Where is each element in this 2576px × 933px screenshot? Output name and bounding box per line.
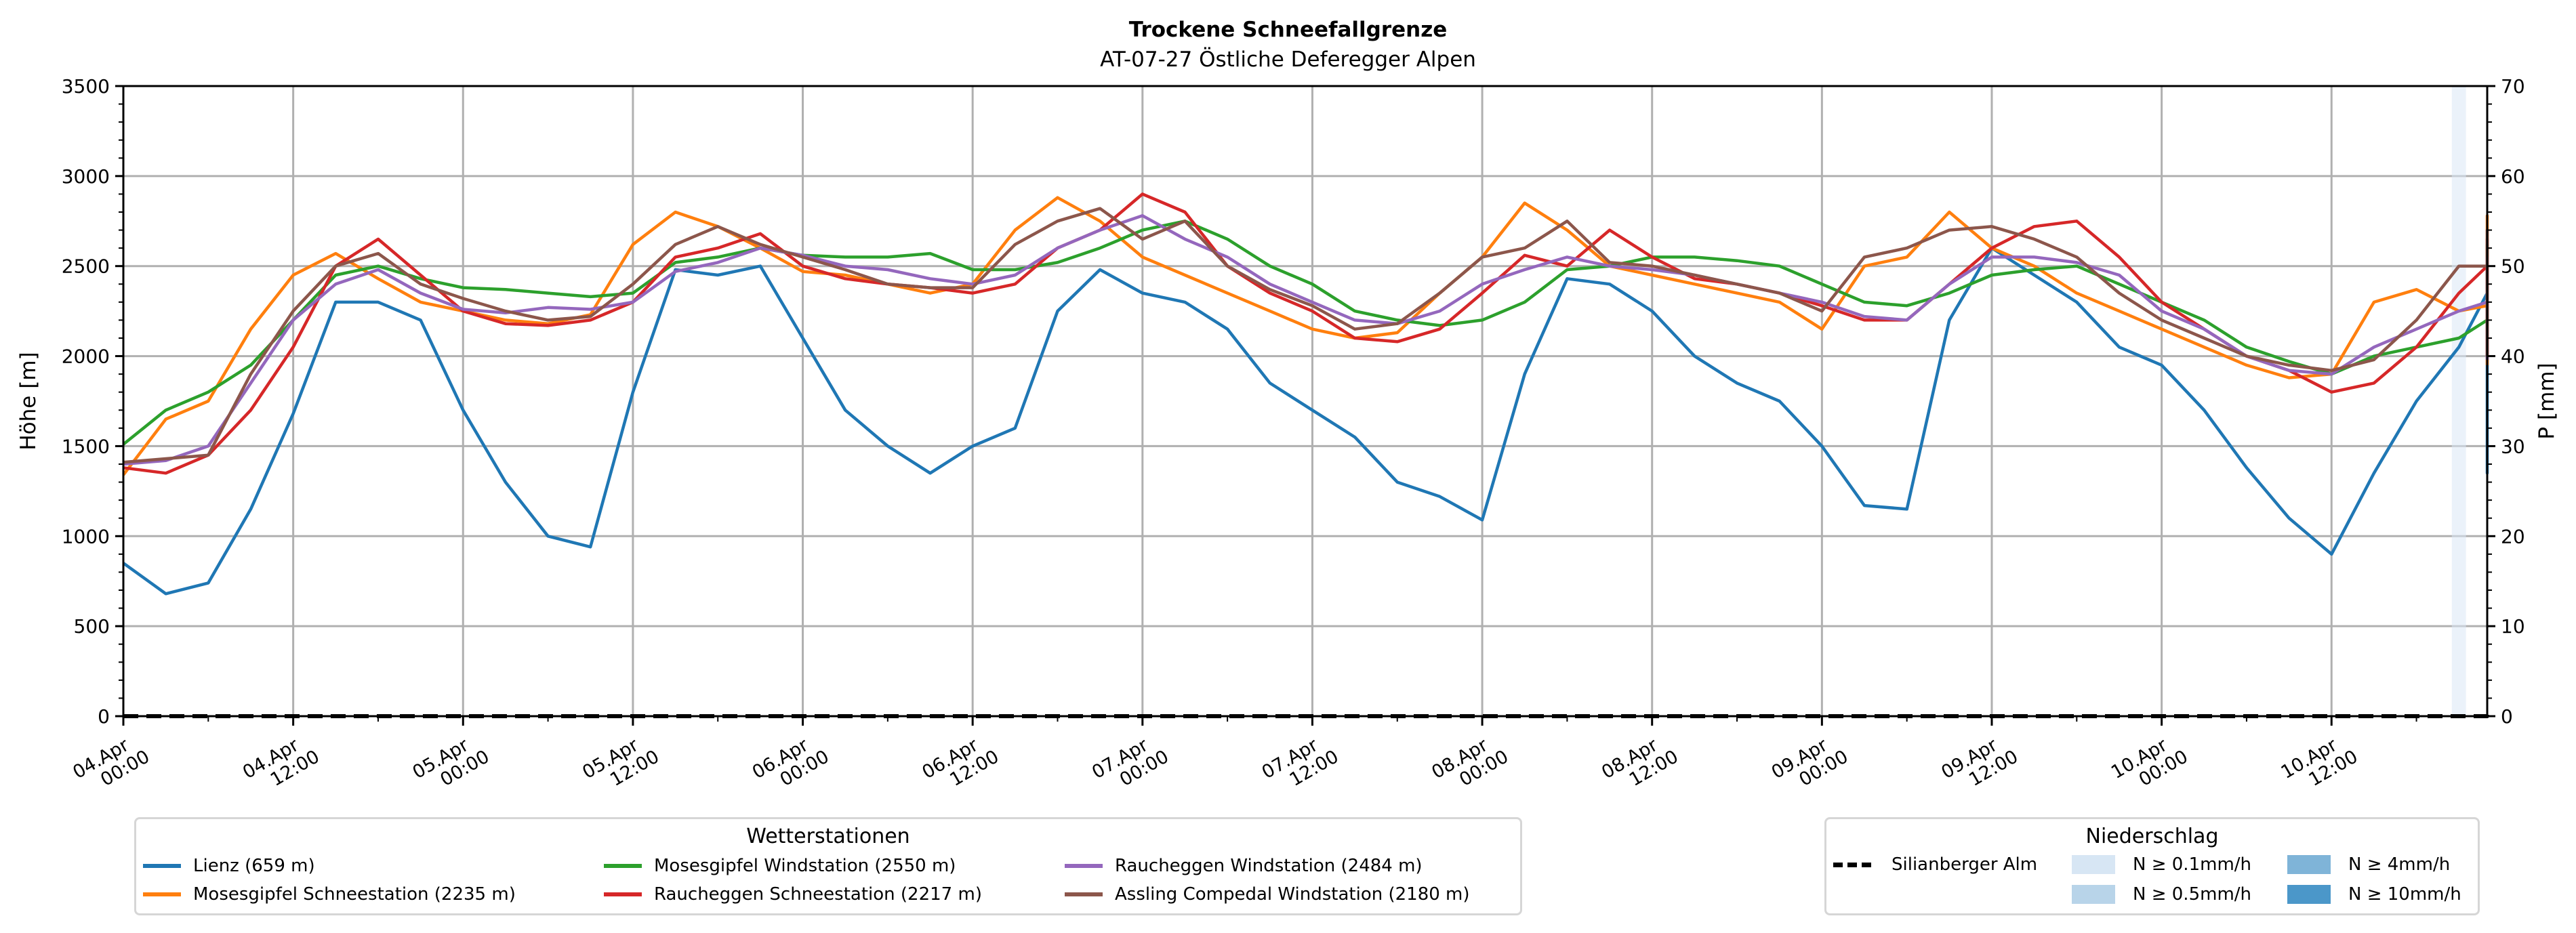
legend-swatch xyxy=(604,892,642,896)
legend-label: N ≥ 10mm/h xyxy=(2348,884,2461,905)
legend-label: Mosesgipfel Schneestation (2235 m) xyxy=(193,884,516,905)
y-tick-label: 3500 xyxy=(62,75,110,98)
y-tick-label: 2500 xyxy=(62,255,110,278)
series-line-raucheggen-schneestation-2217-m xyxy=(123,192,2489,475)
x-tick-label: 07.Apr12:00 xyxy=(1259,728,1343,801)
x-tick-label: 05.Apr00:00 xyxy=(409,728,493,801)
series-line-raucheggen-windstation-2484-m xyxy=(123,214,2489,466)
legend-item-precip-05[interactable]: N ≥ 0.5mm/h xyxy=(2072,884,2251,905)
legend-item-precip-4[interactable]: N ≥ 4mm/h xyxy=(2287,854,2450,875)
x-tick-label: 04.Apr00:00 xyxy=(69,728,153,801)
x-tick-label: 06.Apr00:00 xyxy=(749,728,833,801)
legend-label: Lienz (659 m) xyxy=(193,856,315,876)
chart-canvas: 0 0 500 10 1000 20 1500 30 2000 40 2500 50 3000 60 350… xyxy=(16,75,2559,801)
legend-swatch xyxy=(604,864,642,868)
y-axis-label: Höhe [m] xyxy=(16,352,41,450)
series-line-assling-compedal-windstation-2180-m xyxy=(123,207,2489,464)
legend-item-silianberger[interactable]: Silianberger Alm xyxy=(1833,854,2037,875)
legend-label: Raucheggen Windstation (2484 m) xyxy=(1115,856,1423,876)
grid-lines xyxy=(122,85,2487,718)
y-axis-label-right: P [mm] xyxy=(2535,362,2559,439)
legend-stations: Wetterstationen Lienz (659 m) Mosesgipfe… xyxy=(134,817,1522,915)
legend-label: Mosesgipfel Windstation (2550 m) xyxy=(654,856,956,876)
axes: 0 0 500 10 1000 20 1500 30 2000 40 2500 50 3000 60 350… xyxy=(62,75,2525,801)
y-tick-label: 500 xyxy=(74,615,110,638)
legend-stations-title: Wetterstationen xyxy=(746,825,910,848)
y-tick-label-right: 50 xyxy=(2501,255,2525,278)
x-tick-label: 09.Apr00:00 xyxy=(1768,728,1852,801)
y-tick-label: 1000 xyxy=(62,525,110,547)
precip-bands xyxy=(2451,86,2466,716)
x-tick-label: 04.Apr12:00 xyxy=(239,728,323,801)
x-tick-label: 08.Apr00:00 xyxy=(1428,728,1512,801)
chart-subtitle: AT-07-27 Östliche Deferegger Alpen xyxy=(1100,47,1476,72)
legend-label: Raucheggen Schneestation (2217 m) xyxy=(654,884,982,905)
x-tick-label: 10.Apr12:00 xyxy=(2278,728,2362,801)
legend-item-mosesgipfel-schnee[interactable]: Mosesgipfel Schneestation (2235 m) xyxy=(143,884,516,905)
legend-swatch xyxy=(143,892,181,896)
y-tick-label: 2000 xyxy=(62,346,110,368)
y-tick-label-right: 40 xyxy=(2501,346,2525,368)
y-tick-label-right: 10 xyxy=(2501,615,2525,638)
legend-precipitation-title: Niederschlag xyxy=(2085,825,2219,848)
series-lines xyxy=(122,192,2489,718)
series-line-mosesgipfel-windstation-2550-m xyxy=(122,220,2489,446)
legend-swatch xyxy=(2287,885,2331,904)
legend-swatch xyxy=(1065,892,1103,896)
y-tick-label: 3000 xyxy=(62,165,110,188)
legend-label: Assling Compedal Windstation (2180 m) xyxy=(1115,884,1470,905)
y-tick-label: 0 xyxy=(98,705,110,728)
x-tick-label: 06.Apr12:00 xyxy=(919,728,1003,801)
x-tick-label: 10.Apr00:00 xyxy=(2108,728,2192,801)
legend-item-precip-10[interactable]: N ≥ 10mm/h xyxy=(2287,884,2461,905)
y-tick-label: 1500 xyxy=(62,435,110,457)
legend-swatch xyxy=(143,864,181,868)
y-tick-label-right: 60 xyxy=(2501,165,2525,188)
precip-band xyxy=(2451,86,2466,716)
y-tick-label-right: 70 xyxy=(2501,75,2525,98)
legend-item-assling[interactable]: Assling Compedal Windstation (2180 m) xyxy=(1065,884,1470,905)
y-tick-label-right: 20 xyxy=(2501,525,2525,547)
y-tick-label-right: 30 xyxy=(2501,435,2525,457)
legend-item-raucheggen-wind[interactable]: Raucheggen Windstation (2484 m) xyxy=(1065,856,1423,876)
legend-item-mosesgipfel-wind[interactable]: Mosesgipfel Windstation (2550 m) xyxy=(604,856,956,876)
y-tick-label-right: 0 xyxy=(2501,705,2513,728)
x-tick-label: 05.Apr12:00 xyxy=(579,728,663,801)
legend-swatch xyxy=(2072,855,2115,874)
dashed-line-swatch xyxy=(1833,862,1871,867)
legend-swatch xyxy=(2072,885,2115,904)
x-tick-label: 07.Apr00:00 xyxy=(1088,728,1172,801)
legend-swatch xyxy=(1065,864,1103,868)
plot-frame xyxy=(122,85,2489,718)
chart-title: Trockene Schneefallgrenze xyxy=(1128,18,1448,42)
legend-label: Silianberger Alm xyxy=(1892,854,2038,875)
x-tick-label: 08.Apr12:00 xyxy=(1598,728,1682,801)
x-tick-label: 09.Apr12:00 xyxy=(1938,728,2022,801)
legend-label: N ≥ 0.5mm/h xyxy=(2133,884,2252,905)
legend-label: N ≥ 4mm/h xyxy=(2348,854,2451,875)
legend-item-raucheggen-schnee[interactable]: Raucheggen Schneestation (2217 m) xyxy=(604,884,982,905)
legend-item-lienz[interactable]: Lienz (659 m) xyxy=(143,856,315,876)
legend-swatch xyxy=(2287,855,2331,874)
legend-precipitation: Niederschlag Silianberger Alm N ≥ 0.1mm/… xyxy=(1824,817,2480,915)
legend-item-precip-01[interactable]: N ≥ 0.1mm/h xyxy=(2072,854,2251,875)
legend-label: N ≥ 0.1mm/h xyxy=(2133,854,2252,875)
